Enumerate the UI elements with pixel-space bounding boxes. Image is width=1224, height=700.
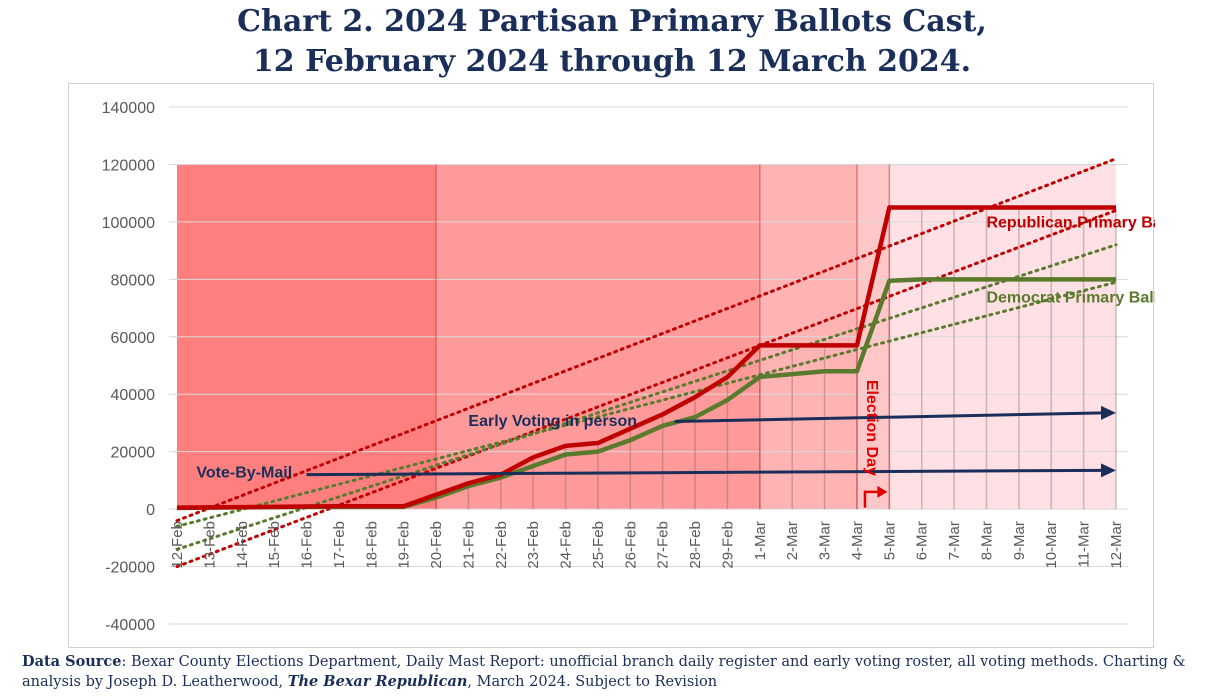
x-tick-label: 10-Mar (1043, 521, 1060, 569)
early-voting-arrow-head (1101, 405, 1116, 420)
x-tick-label: 5-Mar (881, 521, 898, 560)
x-tick-label: 9-Mar (1011, 521, 1028, 560)
x-tick-label: 16-Feb (299, 521, 316, 569)
election-day-arrow-line (863, 490, 882, 508)
x-tick-label: 28-Feb (687, 521, 704, 569)
data-source-label: Data Source (22, 653, 122, 670)
x-tick-label: 21-Feb (460, 521, 477, 569)
chart-title-line-2: 12 February 2024 through 12 March 2024. (252, 44, 972, 79)
x-tick-label: 3-Mar (817, 521, 834, 560)
vote-by-mail-arrow-head (1101, 463, 1116, 478)
early-voting-label: Early Voting in person (468, 413, 637, 430)
y-tick-label: 60000 (111, 330, 156, 347)
x-tick-label: 18-Feb (363, 521, 380, 569)
x-tick-label: 29-Feb (719, 521, 736, 569)
x-tick-label: 2-Mar (784, 521, 801, 560)
x-tick-label: 11-Mar (1076, 521, 1093, 567)
x-tick-label: 6-Mar (914, 521, 931, 560)
x-tick-label: 20-Feb (428, 521, 445, 569)
x-tick-label: 27-Feb (655, 521, 672, 569)
y-tick-label: 100000 (102, 215, 155, 232)
x-tick-label: 26-Feb (622, 521, 639, 569)
line-chart: 140000 120000 100000 80000 60000 40000 20000 0 -… (102, 100, 1155, 634)
x-tick-label: 23-Feb (525, 521, 542, 569)
y-tick-label: 20000 (111, 445, 156, 462)
x-tick-label: 17-Feb (331, 521, 348, 569)
x-tick-label: 25-Feb (590, 521, 607, 569)
x-tick-label: 24-Feb (558, 521, 575, 569)
chart-title-line-1: Chart 2. 2024 Partisan Primary Ballots C… (237, 4, 987, 39)
vote-by-mail-label: Vote-By-Mail (196, 465, 292, 482)
y-tick-label: -20000 (105, 560, 155, 577)
y-tick-label: -40000 (105, 617, 155, 634)
data-source-note: Data Source: Bexar County Elections Depa… (22, 652, 1212, 692)
x-tick-label: 4-Mar (849, 521, 866, 560)
trendline-4 (175, 280, 1118, 528)
early-voting-arrow-line (674, 411, 1105, 424)
republican-series-label: Republican Primary Ballots Cast (986, 215, 1155, 232)
x-tick-label: 14-Feb (234, 521, 251, 569)
y-tick-label: 140000 (102, 100, 155, 117)
y-tick-label: 80000 (111, 272, 156, 289)
x-tick-label: 12-Feb (169, 521, 186, 569)
x-tick-label: 15-Feb (266, 521, 283, 569)
x-tick-label: 12-Mar (1108, 521, 1125, 569)
y-tick-label: 120000 (102, 157, 155, 174)
x-tick-label: 22-Feb (493, 521, 510, 569)
y-tick-label: 40000 (111, 387, 156, 404)
y-tick-label: 0 (146, 502, 155, 519)
x-tick-label: 7-Mar (946, 521, 963, 560)
chart-area: 140000 120000 100000 80000 60000 40000 20000 0 -… (68, 83, 1155, 648)
x-tick-label: 1-Mar (752, 521, 769, 560)
election-day-label: Election Day (863, 380, 880, 476)
series-line-republican (176, 205, 1116, 510)
x-tick-label: 8-Mar (978, 521, 995, 560)
trendline-3 (175, 157, 1118, 523)
x-tick-label: 19-Feb (396, 521, 413, 569)
election-day-arrow-head (877, 485, 888, 498)
data-source-text: : Bexar County Elections Department, Dai… (22, 654, 1186, 690)
democrat-series-label: Democrat Primary Ballots Cast (986, 289, 1155, 306)
chart-title: Chart 2. 2024 Partisan Primary Ballots C… (0, 2, 1224, 82)
publication-name: The Bexar Republican (287, 673, 468, 690)
x-tick-label: 13-Feb (201, 521, 218, 569)
vote-by-mail-arrow-line (306, 468, 1105, 477)
data-source-tail: , March 2024. Subject to Revision (467, 674, 718, 690)
